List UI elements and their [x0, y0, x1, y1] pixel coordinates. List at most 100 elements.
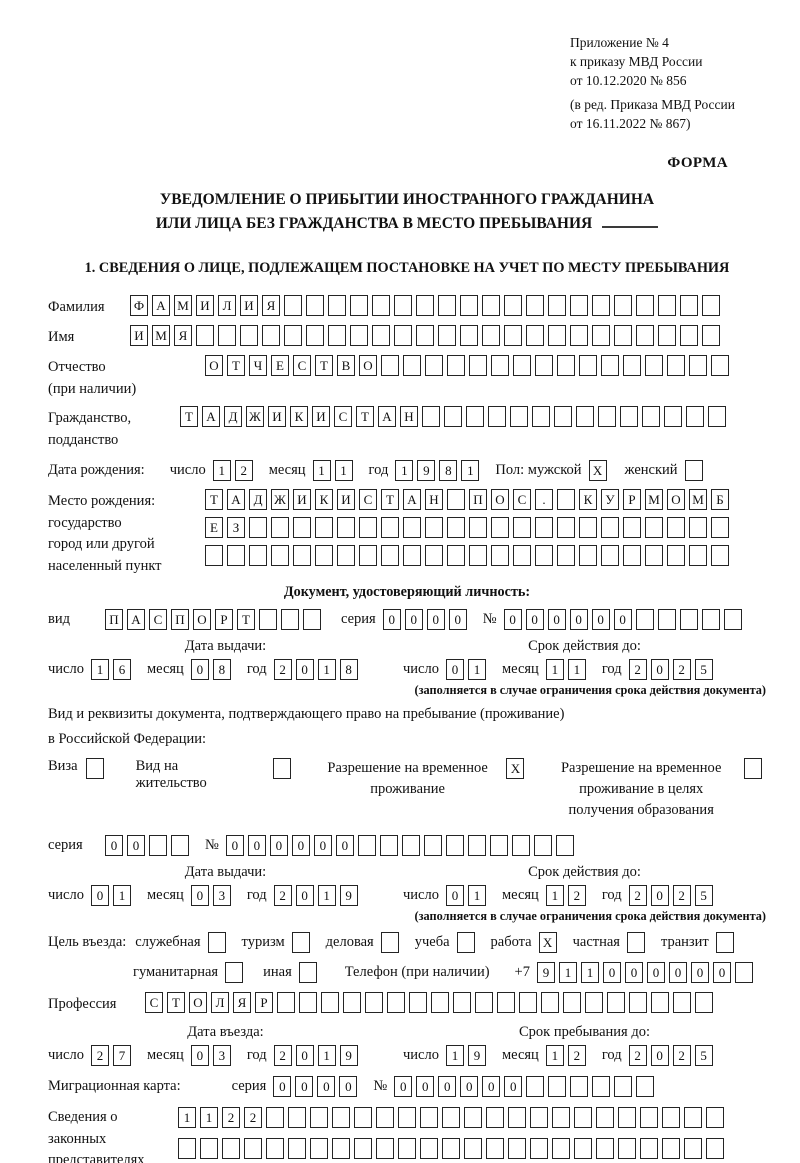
cell[interactable]: 1: [461, 459, 480, 481]
cell[interactable]: Л: [218, 295, 236, 317]
cell[interactable]: 0: [650, 885, 669, 907]
cell[interactable]: 1: [317, 1044, 336, 1066]
cell[interactable]: [642, 406, 660, 428]
cell[interactable]: [533, 835, 552, 857]
cell[interactable]: [416, 295, 434, 317]
cell[interactable]: 0: [105, 835, 123, 857]
cell[interactable]: Т: [315, 354, 333, 376]
cell[interactable]: И: [240, 295, 258, 317]
cell[interactable]: 2: [628, 658, 647, 680]
cell[interactable]: [240, 325, 258, 347]
purpose-business-checkbox[interactable]: [207, 932, 230, 954]
cell[interactable]: [535, 516, 553, 538]
cell[interactable]: [640, 1106, 658, 1128]
cell[interactable]: С: [149, 608, 167, 630]
cell[interactable]: [513, 516, 531, 538]
cell[interactable]: [394, 325, 412, 347]
cell[interactable]: К: [315, 488, 333, 510]
cell[interactable]: А: [152, 295, 170, 317]
cell[interactable]: [662, 1137, 680, 1159]
cell[interactable]: [381, 516, 399, 538]
cell[interactable]: [645, 354, 663, 376]
cell[interactable]: Л: [211, 992, 229, 1014]
cell[interactable]: И: [293, 488, 311, 510]
cell[interactable]: [541, 992, 559, 1014]
cell[interactable]: [673, 992, 691, 1014]
cell[interactable]: [623, 544, 641, 566]
cell[interactable]: [686, 406, 704, 428]
cell[interactable]: [447, 488, 465, 510]
purpose-other-checkbox[interactable]: [298, 962, 321, 984]
cell[interactable]: [623, 354, 641, 376]
cell[interactable]: 1: [580, 962, 599, 984]
cell[interactable]: 0: [295, 885, 314, 907]
cell[interactable]: [425, 354, 443, 376]
cell[interactable]: [689, 516, 707, 538]
purpose-tourism-checkbox[interactable]: [291, 932, 314, 954]
cell[interactable]: [394, 295, 412, 317]
cell[interactable]: [420, 1106, 438, 1128]
cell[interactable]: М: [645, 488, 663, 510]
cell[interactable]: 0: [90, 885, 109, 907]
purpose-work-checkbox[interactable]: X: [538, 932, 561, 954]
sex-male-checkbox[interactable]: X: [588, 459, 611, 481]
cell[interactable]: П: [105, 608, 123, 630]
cell[interactable]: [149, 835, 167, 857]
cell[interactable]: [711, 544, 729, 566]
purpose-private-checkbox[interactable]: [626, 932, 649, 954]
cell[interactable]: [684, 459, 703, 481]
cell[interactable]: [596, 1137, 614, 1159]
cell[interactable]: Т: [356, 406, 374, 428]
cell[interactable]: [645, 544, 663, 566]
cell[interactable]: [548, 325, 566, 347]
cell[interactable]: Ф: [130, 295, 148, 317]
cell[interactable]: 0: [339, 1075, 358, 1097]
cell[interactable]: [225, 962, 244, 984]
cell[interactable]: 1: [545, 1044, 564, 1066]
cell[interactable]: [200, 1137, 218, 1159]
cell[interactable]: [310, 1106, 328, 1128]
cell[interactable]: [579, 544, 597, 566]
cell[interactable]: [491, 516, 509, 538]
cell[interactable]: [422, 406, 440, 428]
cell[interactable]: [178, 1137, 196, 1159]
cell[interactable]: [398, 1106, 416, 1128]
cell[interactable]: [387, 992, 405, 1014]
cell[interactable]: И: [196, 295, 214, 317]
cell[interactable]: [526, 1075, 545, 1097]
cell[interactable]: [222, 1137, 240, 1159]
purpose-commercial-checkbox[interactable]: [380, 932, 403, 954]
cell[interactable]: П: [469, 488, 487, 510]
cell[interactable]: [497, 992, 515, 1014]
cell[interactable]: 9: [417, 459, 436, 481]
cell[interactable]: [636, 325, 654, 347]
cell[interactable]: [667, 544, 685, 566]
cell[interactable]: Б: [711, 488, 729, 510]
cell[interactable]: 2: [672, 885, 691, 907]
cell[interactable]: А: [202, 406, 220, 428]
cell[interactable]: Т: [205, 488, 223, 510]
cell[interactable]: 0: [127, 835, 145, 857]
cell[interactable]: [438, 295, 456, 317]
cell[interactable]: [469, 544, 487, 566]
cell[interactable]: [645, 516, 663, 538]
cell[interactable]: 0: [382, 608, 401, 630]
cell[interactable]: [486, 1137, 504, 1159]
cell[interactable]: [530, 1106, 548, 1128]
cell[interactable]: [623, 516, 641, 538]
cell[interactable]: М: [689, 488, 707, 510]
cell[interactable]: [635, 608, 654, 630]
birthplace-input-row3[interactable]: [205, 544, 733, 566]
cell[interactable]: 1: [90, 658, 109, 680]
cell[interactable]: [332, 1106, 350, 1128]
cell[interactable]: [423, 835, 442, 857]
cell[interactable]: [715, 932, 734, 954]
cell[interactable]: [701, 608, 720, 630]
cell[interactable]: [398, 1137, 416, 1159]
cell[interactable]: [310, 1137, 328, 1159]
cell[interactable]: [552, 1106, 570, 1128]
